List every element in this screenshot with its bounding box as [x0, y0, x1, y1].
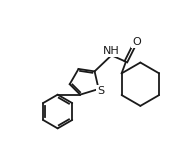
Text: NH: NH	[103, 46, 120, 56]
Text: S: S	[97, 86, 104, 96]
Text: O: O	[132, 37, 141, 47]
